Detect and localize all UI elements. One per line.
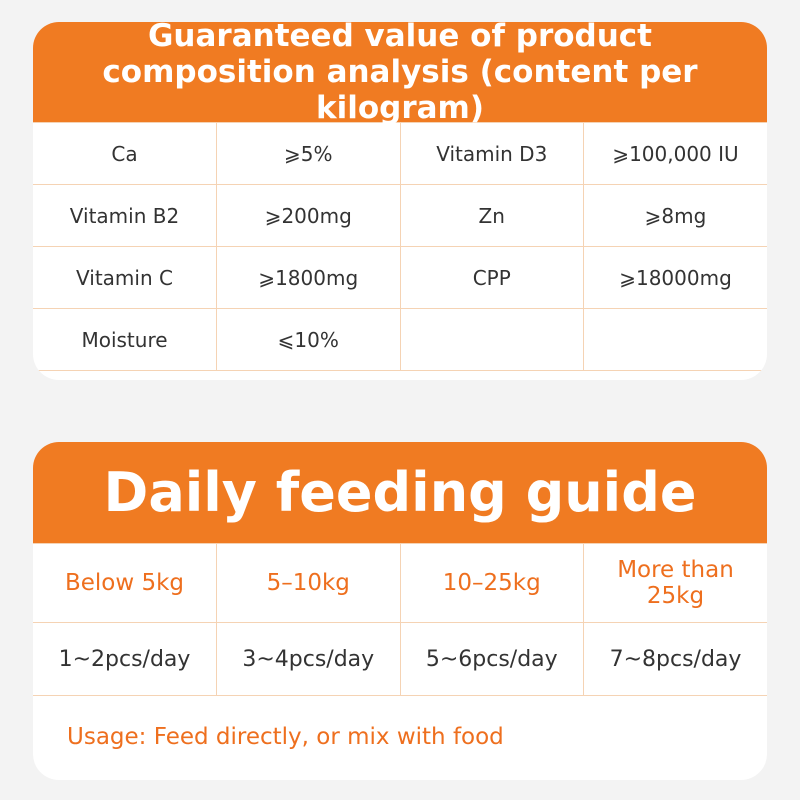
table-cell: Vitamin B2 [33,184,217,247]
table-cell: Vitamin C [33,246,217,309]
weight-range: More than 25kg [583,543,767,623]
feeding-title: Daily feeding guide [33,442,767,543]
table-cell [583,308,767,371]
dose-cell: 5~6pcs/day [399,622,584,696]
table-row: Ca ⩾5% Vitamin D3 ⩾100,000 IU [33,122,767,185]
table-cell: CPP [399,246,584,309]
table-cell: ⩾100,000 IU [583,122,767,185]
dose-cell: 7~8pcs/day [583,622,767,696]
table-cell: Moisture [33,308,217,371]
weight-range: Below 5kg [33,543,217,623]
weight-range: 5–10kg [216,543,401,623]
dose-row: 1~2pcs/day 3~4pcs/day 5~6pcs/day 7~8pcs/day [33,622,767,696]
table-cell: ⩾5% [216,122,401,185]
table-cell: ⩽10% [216,308,401,371]
feeding-table: Below 5kg 5–10kg 10–25kg More than 25kg 1~2p… [33,543,767,696]
table-cell: Zn [399,184,584,247]
table-cell: Ca [33,122,217,185]
table-row: Moisture ⩽10% [33,308,767,371]
table-cell: Vitamin D3 [399,122,584,185]
composition-table: Ca ⩾5% Vitamin D3 ⩾100,000 IU Vitamin B2 ⩾200… [33,122,767,371]
dose-cell: 3~4pcs/day [216,622,401,696]
header-row: Below 5kg 5–10kg 10–25kg More than 25kg [33,543,767,623]
table-row: Vitamin B2 ⩾200mg Zn ⩾8mg [33,184,767,247]
table-cell: ⩾1800mg [216,246,401,309]
dose-cell: 1~2pcs/day [33,622,217,696]
composition-card: Guaranteed value of product composition … [33,22,767,380]
table-cell: ⩾8mg [583,184,767,247]
weight-range: 10–25kg [399,543,584,623]
composition-title: Guaranteed value of product composition … [33,22,767,126]
table-cell: ⩾18000mg [583,246,767,309]
table-cell [399,308,584,371]
table-cell: ⩾200mg [216,184,401,247]
table-row: Vitamin C ⩾1800mg CPP ⩾18000mg [33,246,767,309]
feeding-card: Daily feeding guide Below 5kg 5–10kg 10–25… [33,442,767,780]
usage-note: Usage: Feed directly, or mix with food [67,724,504,750]
